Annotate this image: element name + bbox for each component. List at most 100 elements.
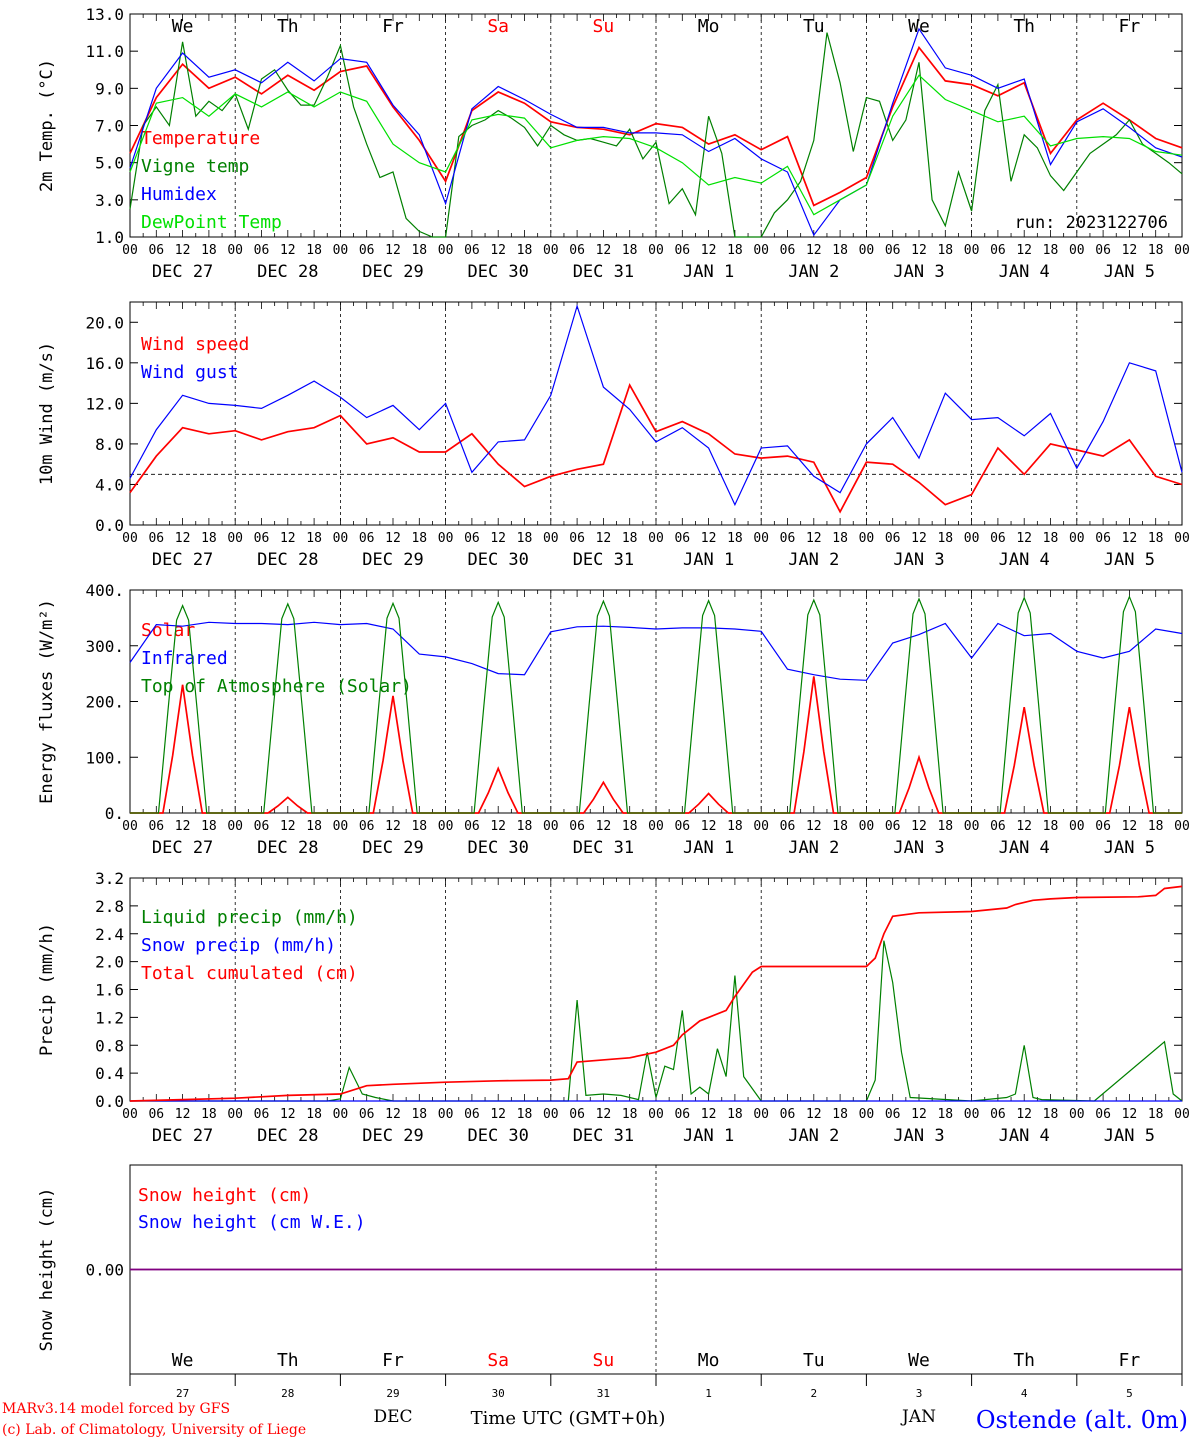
y-tick-label: 400.	[85, 581, 124, 600]
hour-tick-label: 06	[885, 531, 901, 546]
date-label: JAN 2	[788, 838, 839, 858]
hour-tick-label: 18	[1148, 819, 1164, 834]
weekday-label: Su	[593, 16, 615, 37]
series-line-top-of-atmosphere-solar-	[130, 595, 1182, 814]
hour-tick-label: 12	[911, 531, 927, 546]
hour-tick-label: 06	[148, 1107, 164, 1122]
hour-tick-label: 06	[990, 531, 1006, 546]
y-tick-label: 200.	[85, 693, 124, 712]
hour-tick-label: 12	[1122, 243, 1138, 258]
hour-tick-label: 06	[464, 819, 480, 834]
hour-tick-label: 06	[569, 243, 585, 258]
hour-tick-label: 00	[1174, 243, 1190, 258]
hour-tick-label: 18	[727, 819, 743, 834]
hour-tick-label: 18	[1043, 1107, 1059, 1122]
hour-tick-label: 00	[1174, 819, 1190, 834]
hour-tick-label: 06	[464, 1107, 480, 1122]
hour-tick-label: 00	[1069, 819, 1085, 834]
hour-tick-label: 18	[832, 531, 848, 546]
panel-frame-0	[129, 13, 1183, 238]
y-axis-label: Precip (mm/h)	[37, 923, 57, 1056]
legend-entry: Temperature	[141, 128, 260, 149]
hour-tick-label: 00	[753, 243, 769, 258]
y-tick-label: 300.	[85, 637, 124, 656]
series-line-wind-gust	[129, 304, 1183, 507]
legend-entry: Wind gust	[141, 362, 239, 383]
weekday-label: Th	[1013, 1350, 1035, 1371]
hour-tick-label: 06	[780, 1107, 796, 1122]
hour-tick-label: 06	[1095, 243, 1111, 258]
date-label: DEC 27	[152, 1126, 213, 1146]
hour-tick-label: 12	[911, 819, 927, 834]
hour-tick-label: 12	[175, 1107, 191, 1122]
hour-tick-label: 06	[780, 531, 796, 546]
hour-tick-label: 12	[806, 531, 822, 546]
legend-entry: Snow precip (mm/h)	[141, 935, 336, 956]
hour-tick-label: 12	[701, 243, 717, 258]
date-label: JAN 1	[683, 262, 734, 282]
hour-tick-label: 12	[596, 819, 612, 834]
hour-tick-label: 12	[385, 819, 401, 834]
hour-tick-label: 00	[859, 531, 875, 546]
hour-tick-label: 06	[1095, 819, 1111, 834]
day-number-label: 29	[386, 1387, 399, 1400]
day-number-label: 4	[1021, 1387, 1028, 1400]
hour-tick-label: 18	[937, 243, 953, 258]
date-label: DEC 28	[257, 262, 318, 282]
hour-tick-label: 18	[1148, 1107, 1164, 1122]
hour-tick-label: 06	[148, 243, 164, 258]
legend-entry: Snow height (cm W.E.)	[138, 1212, 366, 1233]
y-tick-label: 0.4	[95, 1064, 124, 1083]
series-line-dewpoint-temp	[129, 74, 1183, 216]
hour-tick-label: 00	[964, 1107, 980, 1122]
hour-tick-label: 00	[122, 819, 138, 834]
hour-tick-label: 18	[517, 819, 533, 834]
y-tick-label: 2.4	[95, 925, 124, 944]
hour-tick-label: 00	[1069, 531, 1085, 546]
hour-tick-label: 00	[438, 819, 454, 834]
hour-tick-label: 18	[727, 243, 743, 258]
hour-tick-label: 18	[411, 819, 427, 834]
date-label: JAN 1	[683, 550, 734, 570]
hour-tick-label: 18	[622, 243, 638, 258]
hour-tick-label: 00	[333, 243, 349, 258]
y-tick-label: 100.	[85, 748, 124, 767]
legend-entry: Humidex	[141, 184, 217, 205]
date-label: DEC 31	[573, 1126, 634, 1146]
legend-entry: Wind speed	[141, 334, 249, 355]
panel-frame-1	[129, 301, 1183, 526]
series-line-wind-speed	[129, 383, 1183, 514]
day-number-label: 28	[281, 1387, 294, 1400]
date-label: JAN 3	[893, 550, 944, 570]
hour-tick-label: 18	[201, 243, 217, 258]
hour-tick-label: 18	[1043, 243, 1059, 258]
hour-tick-label: 00	[859, 819, 875, 834]
hour-tick-label: 06	[674, 243, 690, 258]
hour-tick-label: 06	[569, 819, 585, 834]
hour-tick-label: 18	[201, 531, 217, 546]
hour-tick-label: 00	[964, 531, 980, 546]
hour-tick-label: 18	[306, 243, 322, 258]
y-tick-label: 1.6	[95, 981, 124, 1000]
day-number-label: 30	[492, 1387, 505, 1400]
legend-entry: Vigne temp	[141, 156, 249, 177]
y-axis-label: 10m Wind (m/s)	[37, 342, 57, 485]
y-axis-label: Energy fluxes (W/m²)	[37, 599, 57, 804]
hour-tick-label: 06	[254, 531, 270, 546]
run-label: run: 2023122706	[1014, 213, 1168, 233]
hour-tick-label: 06	[780, 243, 796, 258]
hour-tick-label: 12	[596, 243, 612, 258]
hour-tick-label: 00	[1174, 1107, 1190, 1122]
hour-tick-label: 18	[937, 1107, 953, 1122]
date-label: DEC 27	[152, 550, 213, 570]
hour-tick-label: 06	[359, 531, 375, 546]
hour-tick-label: 06	[674, 1107, 690, 1122]
series-line-infrared	[129, 621, 1183, 681]
hour-tick-label: 12	[1122, 531, 1138, 546]
hour-tick-label: 18	[306, 531, 322, 546]
y-tick-label: 3.2	[95, 869, 124, 888]
hour-tick-label: 00	[1174, 531, 1190, 546]
hour-tick-label: 00	[122, 1107, 138, 1122]
legend-entry: Liquid precip (mm/h)	[141, 907, 358, 928]
hour-tick-label: 06	[464, 531, 480, 546]
